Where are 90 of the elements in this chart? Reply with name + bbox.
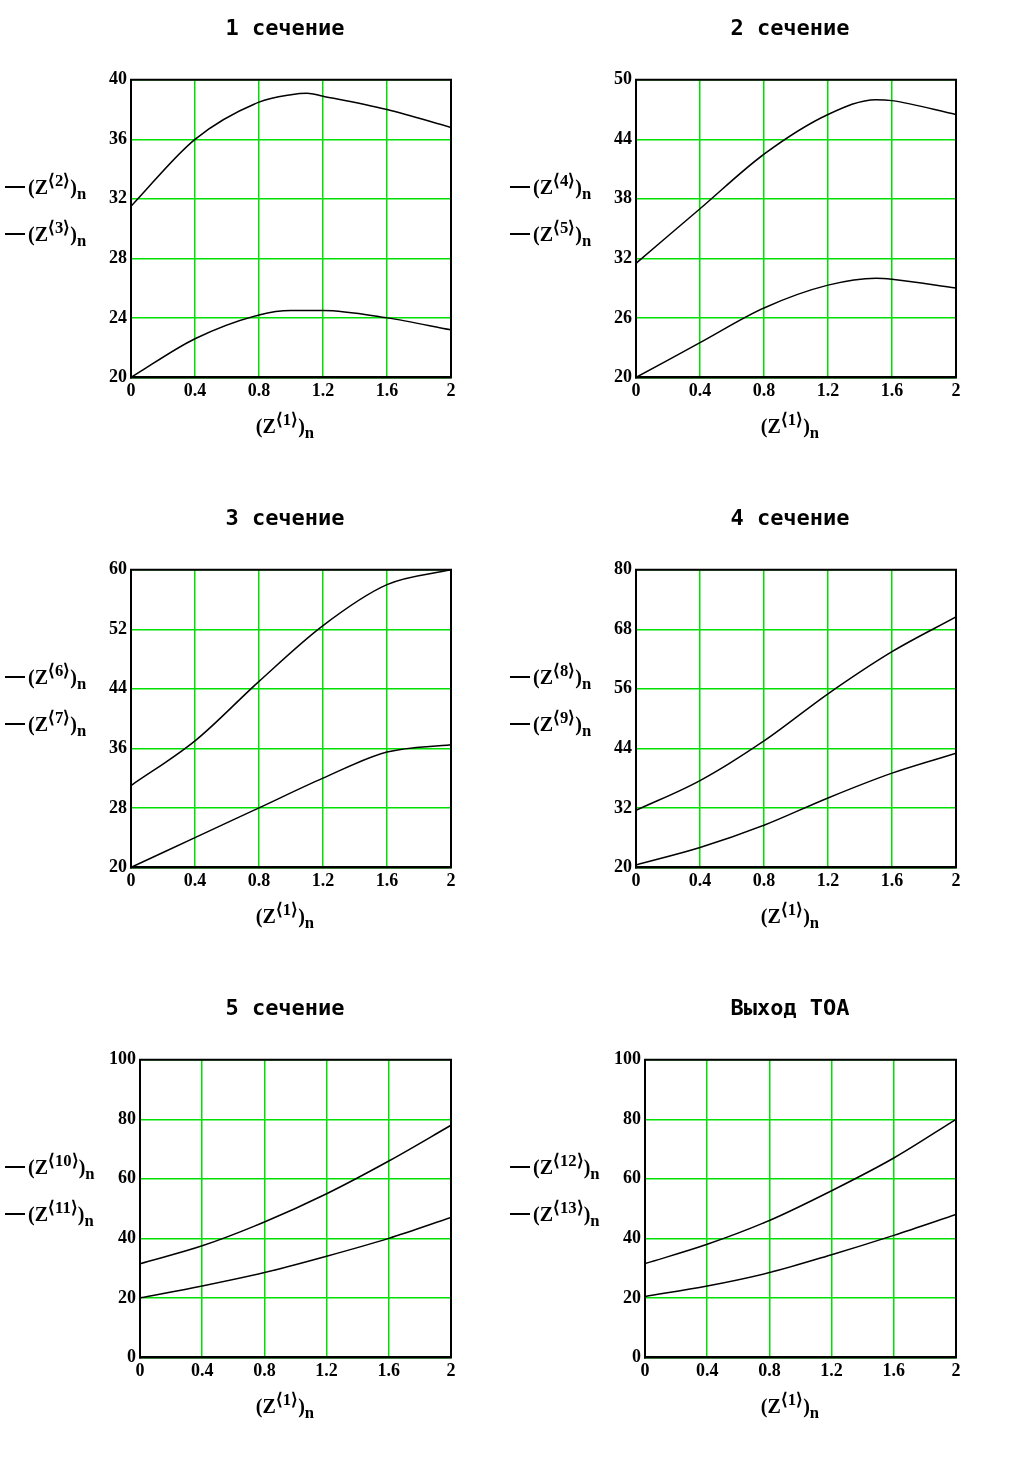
y-tick-label: 60 [109, 558, 127, 579]
legend-label: (Z$^{⟨6⟩}$)$_{n}$ [28, 661, 87, 694]
x-tick-label: 0.8 [247, 869, 271, 890]
x-tick-label: 0.8 [758, 1359, 781, 1380]
x-tick-label: 1.2 [315, 1359, 338, 1380]
x-tick-label: 0.4 [695, 1359, 719, 1380]
x-axis-title: (Z$^{⟨1⟩}$)$_{n}$ [254, 410, 316, 443]
x-tick-label: 2 [951, 869, 961, 890]
y-tick-label: 44 [109, 677, 127, 698]
legend-label: (Z$^{⟨12⟩}$)$_{n}$ [533, 1151, 600, 1184]
chart-title: 1 сечение [224, 15, 346, 40]
y-tick-label: 32 [109, 187, 127, 208]
chart-title: Выход ТОА [729, 995, 851, 1020]
y-tick-label: 40 [623, 1227, 641, 1248]
y-tick-label: 24 [109, 306, 127, 327]
y-tick-label: 52 [109, 617, 127, 638]
x-tick-label: 1.6 [375, 869, 399, 890]
x-tick-label: 1.6 [882, 1359, 906, 1380]
chart-title: 3 сечение [224, 505, 346, 530]
legend-label: (Z$^{⟨11⟩}$)$_{n}$ [28, 1197, 94, 1231]
y-tick-label: 40 [109, 68, 127, 89]
legend-label: (Z$^{⟨13⟩}$)$_{n}$ [533, 1197, 600, 1231]
x-tick-label: 1.2 [816, 869, 840, 890]
y-tick-label: 36 [109, 127, 127, 148]
legend-label: (Z$^{⟨10⟩}$)$_{n}$ [28, 1151, 95, 1184]
y-tick-label: 56 [614, 677, 632, 698]
x-tick-label: 1.6 [375, 379, 399, 400]
y-tick-label: 44 [614, 737, 632, 758]
y-tick-label: 68 [614, 617, 632, 638]
y-tick-label: 80 [614, 558, 632, 579]
x-tick-label: 2 [446, 1359, 456, 1380]
x-tick-label: 0.8 [253, 1359, 276, 1380]
chart-title: 4 сечение [729, 505, 851, 530]
x-tick-label: 0.4 [688, 869, 712, 890]
chart-title: 2 сечение [729, 15, 851, 40]
legend-label: (Z$^{⟨7⟩}$)$_{n}$ [28, 707, 87, 741]
x-tick-label: 2 [951, 379, 961, 400]
x-tick-label: 2 [446, 869, 456, 890]
y-tick-label: 80 [623, 1107, 641, 1128]
legend-label: (Z$^{⟨3⟩}$)$_{n}$ [28, 217, 87, 251]
y-tick-label: 60 [118, 1167, 136, 1188]
y-tick-label: 100 [109, 1048, 136, 1069]
x-tick-label: 1.2 [311, 869, 335, 890]
chart-title: 5 сечение [224, 995, 346, 1020]
y-tick-label: 32 [614, 796, 632, 817]
y-tick-label: 44 [614, 127, 632, 148]
y-tick-label: 80 [118, 1107, 136, 1128]
x-axis-title: (Z$^{⟨1⟩}$)$_{n}$ [759, 900, 821, 933]
x-tick-label: 1.6 [377, 1359, 401, 1380]
x-tick-label: 0.4 [183, 869, 207, 890]
legend-label: (Z$^{⟨5⟩}$)$_{n}$ [533, 217, 592, 251]
y-tick-label: 60 [623, 1167, 641, 1188]
y-tick-label: 38 [614, 187, 632, 208]
y-tick-label: 0 [632, 1346, 641, 1367]
x-tick-label: 0.4 [183, 379, 207, 400]
y-tick-label: 28 [109, 247, 127, 268]
legend-label: (Z$^{⟨4⟩}$)$_{n}$ [533, 171, 592, 204]
x-tick-label: 1.2 [820, 1359, 843, 1380]
legend-label: (Z$^{⟨2⟩}$)$_{n}$ [28, 171, 87, 204]
x-axis-title: (Z$^{⟨1⟩}$)$_{n}$ [759, 410, 821, 443]
y-tick-label: 20 [109, 366, 127, 387]
y-tick-label: 20 [614, 856, 632, 877]
y-tick-label: 100 [614, 1048, 641, 1069]
x-axis-title: (Z$^{⟨1⟩}$)$_{n}$ [759, 1390, 821, 1423]
y-tick-label: 32 [614, 247, 632, 268]
legend-label: (Z$^{⟨8⟩}$)$_{n}$ [533, 661, 592, 694]
x-tick-label: 1.2 [816, 379, 840, 400]
x-tick-label: 2 [446, 379, 456, 400]
y-tick-label: 40 [118, 1227, 136, 1248]
x-tick-label: 1.6 [880, 869, 904, 890]
x-tick-label: 1.2 [311, 379, 335, 400]
x-axis-title: (Z$^{⟨1⟩}$)$_{n}$ [254, 900, 316, 933]
y-tick-label: 26 [614, 306, 632, 327]
x-tick-label: 0.8 [752, 869, 776, 890]
x-tick-label: 1.6 [880, 379, 904, 400]
y-tick-label: 20 [614, 366, 632, 387]
y-tick-label: 0 [127, 1346, 136, 1367]
x-tick-label: 0.4 [688, 379, 712, 400]
y-tick-label: 20 [109, 856, 127, 877]
y-tick-label: 50 [614, 68, 632, 89]
y-tick-label: 28 [109, 796, 127, 817]
legend-label: (Z$^{⟨9⟩}$)$_{n}$ [533, 707, 592, 741]
x-tick-label: 0.4 [190, 1359, 214, 1380]
y-tick-label: 20 [118, 1286, 136, 1307]
x-axis-title: (Z$^{⟨1⟩}$)$_{n}$ [254, 1390, 316, 1423]
x-tick-label: 2 [951, 1359, 961, 1380]
x-tick-label: 0.8 [247, 379, 271, 400]
y-tick-label: 36 [109, 737, 127, 758]
x-tick-label: 0.8 [752, 379, 776, 400]
y-tick-label: 20 [623, 1286, 641, 1307]
